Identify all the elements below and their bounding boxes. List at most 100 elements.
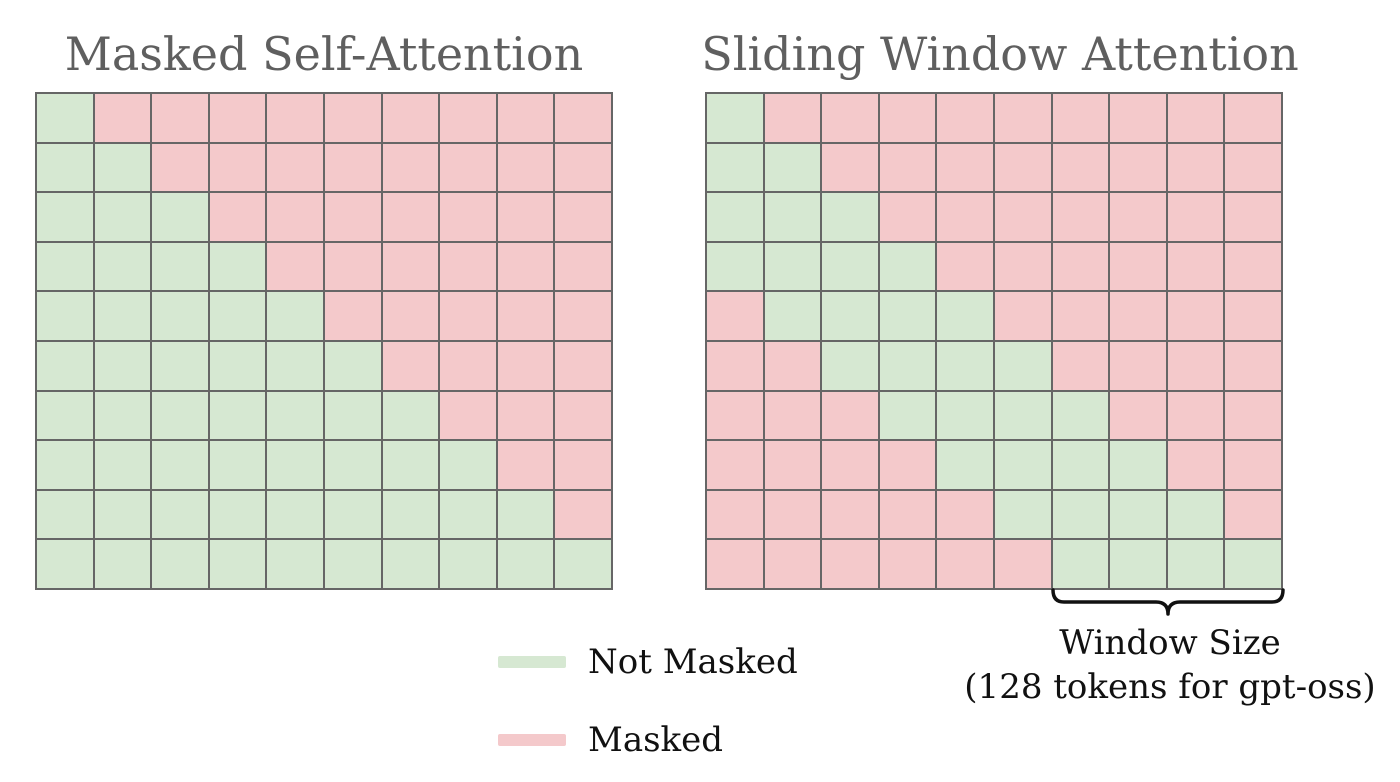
masked-cell bbox=[1052, 193, 1109, 241]
not-masked-cell bbox=[267, 292, 323, 340]
not-masked-cell bbox=[152, 490, 208, 539]
masked-cell bbox=[382, 143, 439, 192]
masked-cell bbox=[440, 143, 496, 192]
not-masked-cell bbox=[209, 441, 266, 489]
masked-cell bbox=[497, 341, 554, 390]
not-masked-cell bbox=[267, 490, 323, 539]
masked-cell bbox=[382, 292, 439, 340]
masked-cell bbox=[1225, 242, 1281, 291]
not-masked-cell bbox=[707, 242, 763, 291]
not-masked-cell bbox=[152, 341, 208, 390]
masked-cell bbox=[209, 94, 266, 142]
masked-cell bbox=[879, 490, 936, 539]
masked-cell bbox=[1225, 391, 1281, 440]
not-masked-cell bbox=[707, 143, 763, 192]
masked-cell bbox=[1167, 242, 1224, 291]
masked-cell bbox=[994, 94, 1051, 142]
not-masked-cell bbox=[994, 341, 1051, 390]
masked-cell bbox=[209, 193, 266, 241]
masked-cell bbox=[822, 441, 878, 489]
not-masked-cell bbox=[324, 391, 381, 440]
masked-cell bbox=[994, 193, 1051, 241]
not-masked-cell bbox=[267, 540, 323, 588]
masked-cell bbox=[1110, 242, 1166, 291]
masked-cell bbox=[1167, 341, 1224, 390]
not-masked-cell bbox=[1167, 540, 1224, 588]
not-masked-cell bbox=[209, 391, 266, 440]
masked-cell bbox=[1225, 94, 1281, 142]
masked-cell bbox=[497, 143, 554, 192]
masked-cell bbox=[879, 94, 936, 142]
not-masked-cell bbox=[822, 242, 878, 291]
masked-cell bbox=[764, 490, 821, 539]
sliding-window-attention-title: Sliding Window Attention bbox=[701, 27, 1299, 81]
masked-cell bbox=[497, 242, 554, 291]
masked-cell bbox=[1225, 292, 1281, 340]
masked-cell bbox=[1225, 490, 1281, 539]
masked-cell bbox=[1225, 341, 1281, 390]
not-masked-cell bbox=[937, 391, 993, 440]
masked-cell bbox=[555, 490, 611, 539]
masked-cell bbox=[497, 391, 554, 440]
masked-cell bbox=[440, 391, 496, 440]
masked-cell bbox=[382, 193, 439, 241]
masked-cell bbox=[1167, 94, 1224, 142]
not-masked-cell bbox=[497, 540, 554, 588]
not-masked-cell bbox=[37, 242, 93, 291]
masked-cell bbox=[1167, 193, 1224, 241]
not-masked-cell bbox=[37, 143, 93, 192]
masked-cell bbox=[994, 540, 1051, 588]
not-masked-cell bbox=[879, 242, 936, 291]
masked-cell bbox=[707, 540, 763, 588]
masked-cell bbox=[555, 94, 611, 142]
not-masked-cell bbox=[1052, 540, 1109, 588]
masked-cell bbox=[707, 341, 763, 390]
not-masked-cell bbox=[94, 441, 151, 489]
masked-cell bbox=[1052, 143, 1109, 192]
not-masked-cell bbox=[879, 292, 936, 340]
not-masked-cell bbox=[764, 292, 821, 340]
masked-cell bbox=[267, 242, 323, 291]
masked-cell bbox=[152, 143, 208, 192]
not-masked-cell bbox=[267, 341, 323, 390]
masked-cell bbox=[822, 391, 878, 440]
masked-cell bbox=[1167, 143, 1224, 192]
masked-cell bbox=[822, 540, 878, 588]
masked-cell bbox=[764, 540, 821, 588]
not-masked-cell bbox=[324, 441, 381, 489]
masked-cell bbox=[152, 94, 208, 142]
not-masked-cell bbox=[37, 540, 93, 588]
masked-cell bbox=[209, 143, 266, 192]
not-masked-cell bbox=[382, 540, 439, 588]
window-size-note: (128 tokens for gpt-oss) bbox=[964, 667, 1376, 707]
masked-cell bbox=[555, 341, 611, 390]
masked-cell bbox=[1110, 341, 1166, 390]
not-masked-cell bbox=[37, 193, 93, 241]
not-masked-cell bbox=[1052, 391, 1109, 440]
not-masked-cell bbox=[707, 94, 763, 142]
not-masked-cell bbox=[324, 540, 381, 588]
legend-swatch-masked bbox=[498, 734, 566, 746]
not-masked-cell bbox=[209, 341, 266, 390]
masked-cell bbox=[267, 143, 323, 192]
legend-label-not-masked: Not Masked bbox=[588, 642, 798, 682]
not-masked-cell bbox=[822, 292, 878, 340]
masked-cell bbox=[1225, 441, 1281, 489]
not-masked-cell bbox=[497, 490, 554, 539]
masked-cell bbox=[324, 143, 381, 192]
sliding-window-attention-grid bbox=[705, 92, 1283, 590]
not-masked-cell bbox=[94, 391, 151, 440]
masked-cell bbox=[937, 540, 993, 588]
not-masked-cell bbox=[209, 490, 266, 539]
not-masked-cell bbox=[382, 441, 439, 489]
not-masked-cell bbox=[1110, 540, 1166, 588]
masked-cell bbox=[94, 94, 151, 142]
not-masked-cell bbox=[440, 441, 496, 489]
masked-cell bbox=[440, 242, 496, 291]
not-masked-cell bbox=[94, 341, 151, 390]
masked-cell bbox=[764, 441, 821, 489]
not-masked-cell bbox=[94, 242, 151, 291]
masked-cell bbox=[1110, 94, 1166, 142]
masked-cell bbox=[1225, 143, 1281, 192]
legend-label-masked: Masked bbox=[588, 720, 724, 760]
